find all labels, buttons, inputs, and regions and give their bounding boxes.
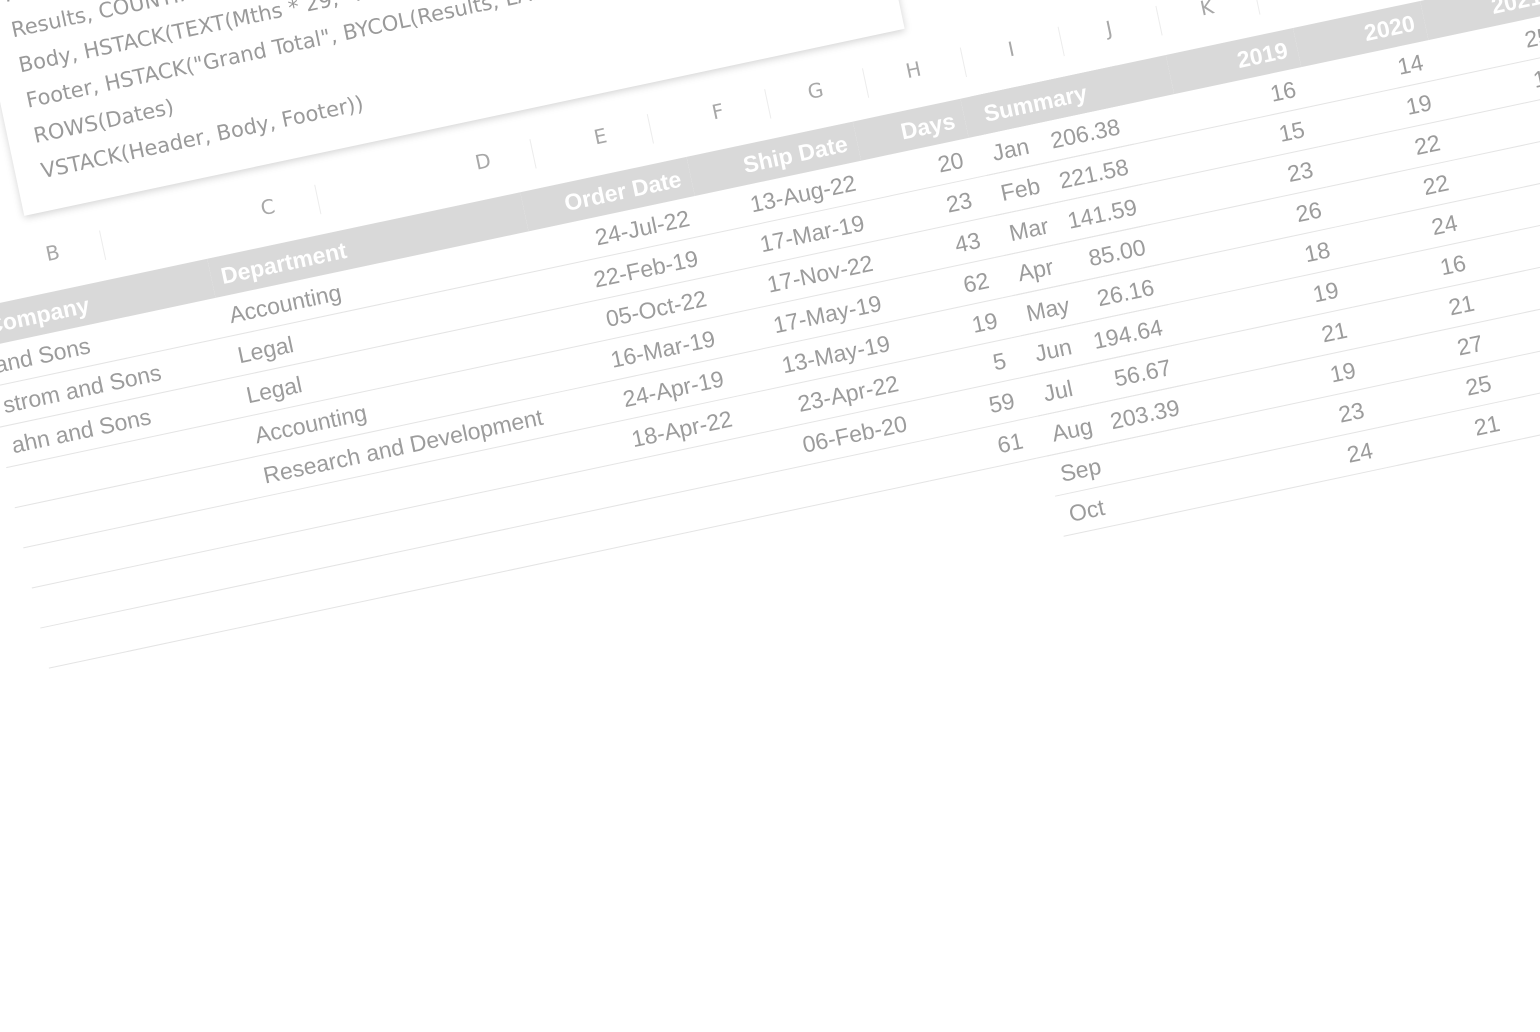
column-header-I[interactable]: I [959, 26, 1065, 78]
summary-table: Summary2019202020212022 Jan16142521Feb15… [970, 0, 1540, 537]
column-header-G[interactable]: G [764, 68, 870, 119]
column-header-D[interactable]: D [431, 138, 537, 190]
column-header-F[interactable]: F [666, 89, 772, 140]
column-header-B[interactable]: B [1, 230, 107, 281]
column-header-J[interactable]: J [1057, 5, 1163, 57]
column-header-C[interactable]: C [216, 184, 322, 236]
column-header-E[interactable]: E [548, 114, 654, 165]
column-header-H[interactable]: H [861, 47, 968, 98]
column-header-K[interactable]: K [1155, 0, 1261, 36]
